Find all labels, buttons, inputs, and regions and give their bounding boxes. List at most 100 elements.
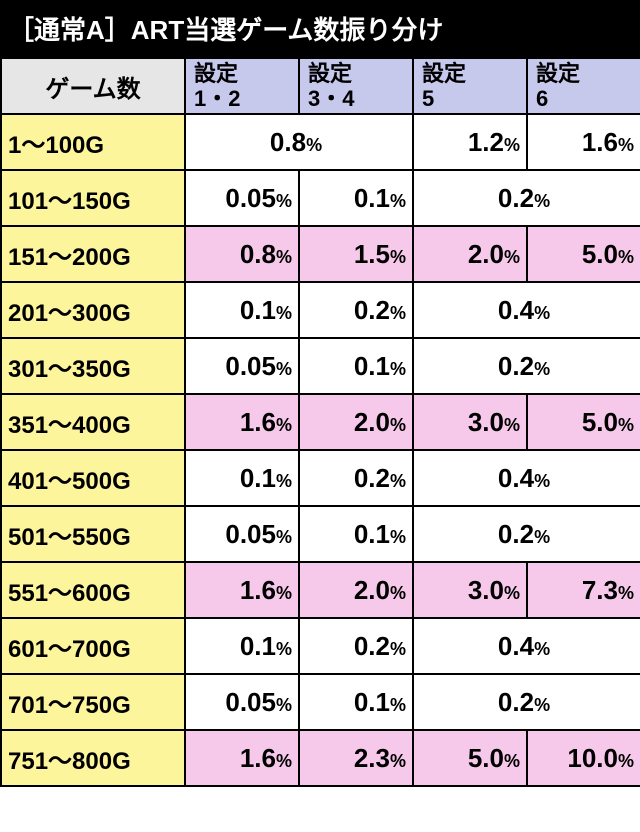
row-label: 1～100G: [1, 114, 185, 170]
percent-symbol: %: [390, 639, 406, 659]
table-row: 101～150G0.05%0.1%0.2%: [1, 170, 640, 226]
value-number: 0.05: [225, 687, 276, 717]
table-row: 1～100G0.8%1.2%1.6%: [1, 114, 640, 170]
value-cell: 0.2%: [299, 282, 413, 338]
value-cell: 0.4%: [413, 450, 640, 506]
value-cell: 0.2%: [413, 506, 640, 562]
value-cell: 0.2%: [413, 338, 640, 394]
value-number: 2.0: [354, 407, 390, 437]
value-cell: 3.0%: [413, 562, 527, 618]
percent-symbol: %: [618, 415, 634, 435]
value-number: 0.1: [240, 463, 276, 493]
value-number: 1.6: [582, 127, 618, 157]
value-cell: 2.0%: [413, 226, 527, 282]
percent-symbol: %: [618, 751, 634, 771]
value-cell: 0.1%: [299, 338, 413, 394]
table-row: 401～500G0.1%0.2%0.4%: [1, 450, 640, 506]
percent-symbol: %: [534, 695, 550, 715]
percent-symbol: %: [276, 191, 292, 211]
percent-symbol: %: [276, 471, 292, 491]
value-number: 1.6: [240, 407, 276, 437]
header-col-0: 設定1・2: [185, 58, 299, 114]
value-cell: 1.6%: [185, 394, 299, 450]
table-row: 201～300G0.1%0.2%0.4%: [1, 282, 640, 338]
value-cell: 3.0%: [413, 394, 527, 450]
value-number: 0.8: [270, 127, 306, 157]
percent-symbol: %: [504, 135, 520, 155]
value-number: 0.1: [354, 687, 390, 717]
percent-symbol: %: [618, 135, 634, 155]
value-cell: 1.2%: [413, 114, 527, 170]
percent-symbol: %: [276, 751, 292, 771]
data-table: ゲーム数 設定1・2 設定3・4 設定5 設定6 1～100G0.8%1.2%1…: [0, 57, 640, 787]
value-number: 2.3: [354, 743, 390, 773]
table-row: 351～400G1.6%2.0%3.0%5.0%: [1, 394, 640, 450]
percent-symbol: %: [390, 303, 406, 323]
table-row: 151～200G0.8%1.5%2.0%5.0%: [1, 226, 640, 282]
value-number: 0.1: [240, 631, 276, 661]
value-cell: 0.05%: [185, 506, 299, 562]
header-col-2: 設定5: [413, 58, 527, 114]
value-cell: 2.0%: [299, 562, 413, 618]
value-number: 2.0: [354, 575, 390, 605]
value-cell: 1.5%: [299, 226, 413, 282]
percent-symbol: %: [276, 303, 292, 323]
percent-symbol: %: [276, 359, 292, 379]
percent-symbol: %: [390, 191, 406, 211]
value-cell: 5.0%: [527, 226, 640, 282]
value-number: 7.3: [582, 575, 618, 605]
value-number: 1.2: [468, 127, 504, 157]
value-number: 5.0: [582, 239, 618, 269]
value-cell: 0.1%: [299, 506, 413, 562]
value-cell: 2.3%: [299, 730, 413, 786]
value-number: 3.0: [468, 575, 504, 605]
row-label: 301～350G: [1, 338, 185, 394]
value-number: 1.6: [240, 575, 276, 605]
percent-symbol: %: [504, 247, 520, 267]
percent-symbol: %: [390, 527, 406, 547]
percent-symbol: %: [276, 695, 292, 715]
value-cell: 0.4%: [413, 618, 640, 674]
table-row: 751～800G1.6%2.3%5.0%10.0%: [1, 730, 640, 786]
table-row: 501～550G0.05%0.1%0.2%: [1, 506, 640, 562]
table-row: 301～350G0.05%0.1%0.2%: [1, 338, 640, 394]
value-cell: 1.6%: [185, 730, 299, 786]
row-label: 201～300G: [1, 282, 185, 338]
value-number: 0.2: [498, 183, 534, 213]
value-cell: 5.0%: [527, 394, 640, 450]
percent-symbol: %: [504, 583, 520, 603]
value-cell: 2.0%: [299, 394, 413, 450]
header-col-3: 設定6: [527, 58, 640, 114]
table-row: 701～750G0.05%0.1%0.2%: [1, 674, 640, 730]
row-label: 101～150G: [1, 170, 185, 226]
percent-symbol: %: [618, 583, 634, 603]
percent-symbol: %: [306, 135, 322, 155]
percent-symbol: %: [534, 639, 550, 659]
percent-symbol: %: [534, 359, 550, 379]
value-number: 0.1: [354, 351, 390, 381]
value-cell: 0.1%: [299, 674, 413, 730]
row-label: 601～700G: [1, 618, 185, 674]
percent-symbol: %: [504, 751, 520, 771]
row-label: 151～200G: [1, 226, 185, 282]
value-cell: 0.4%: [413, 282, 640, 338]
value-number: 5.0: [582, 407, 618, 437]
value-cell: 0.8%: [185, 226, 299, 282]
value-cell: 0.1%: [185, 282, 299, 338]
percent-symbol: %: [618, 247, 634, 267]
value-cell: 0.2%: [299, 618, 413, 674]
value-number: 1.6: [240, 743, 276, 773]
header-col-1: 設定3・4: [299, 58, 413, 114]
value-number: 0.1: [240, 295, 276, 325]
percent-symbol: %: [390, 247, 406, 267]
percent-symbol: %: [276, 527, 292, 547]
value-number: 2.0: [468, 239, 504, 269]
value-number: 0.05: [225, 183, 276, 213]
table-row: 601～700G0.1%0.2%0.4%: [1, 618, 640, 674]
header-row: ゲーム数 設定1・2 設定3・4 設定5 設定6: [1, 58, 640, 114]
value-number: 0.2: [354, 631, 390, 661]
value-number: 0.1: [354, 183, 390, 213]
value-cell: 0.05%: [185, 338, 299, 394]
value-number: 0.05: [225, 519, 276, 549]
value-cell: 0.1%: [185, 450, 299, 506]
